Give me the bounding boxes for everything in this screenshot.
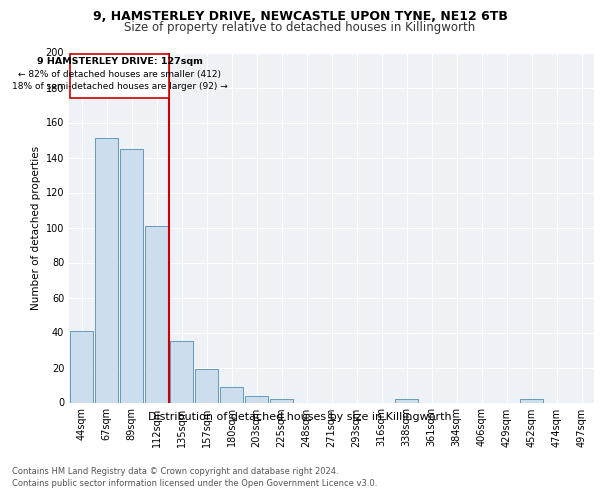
Bar [145,226,168,402]
Bar [70,331,93,402]
Text: Contains HM Land Registry data © Crown copyright and database right 2024.: Contains HM Land Registry data © Crown c… [12,468,338,476]
Bar [270,399,293,402]
Bar [520,399,543,402]
Bar [245,396,268,402]
Bar [195,369,218,402]
Bar [120,149,143,403]
Text: 18% of semi-detached houses are larger (92) →: 18% of semi-detached houses are larger (… [12,82,227,91]
Text: Size of property relative to detached houses in Killingworth: Size of property relative to detached ho… [124,21,476,34]
Text: Contains public sector information licensed under the Open Government Licence v3: Contains public sector information licen… [12,479,377,488]
FancyBboxPatch shape [70,54,169,98]
Text: 9, HAMSTERLEY DRIVE, NEWCASTLE UPON TYNE, NE12 6TB: 9, HAMSTERLEY DRIVE, NEWCASTLE UPON TYNE… [92,10,508,23]
Bar [395,399,418,402]
Text: 9 HAMSTERLEY DRIVE: 127sqm: 9 HAMSTERLEY DRIVE: 127sqm [37,57,203,66]
Text: ← 82% of detached houses are smaller (412): ← 82% of detached houses are smaller (41… [18,70,221,79]
Bar [220,387,243,402]
Text: Distribution of detached houses by size in Killingworth: Distribution of detached houses by size … [148,412,452,422]
Bar [95,138,118,402]
Bar [170,341,193,402]
Y-axis label: Number of detached properties: Number of detached properties [31,146,41,310]
